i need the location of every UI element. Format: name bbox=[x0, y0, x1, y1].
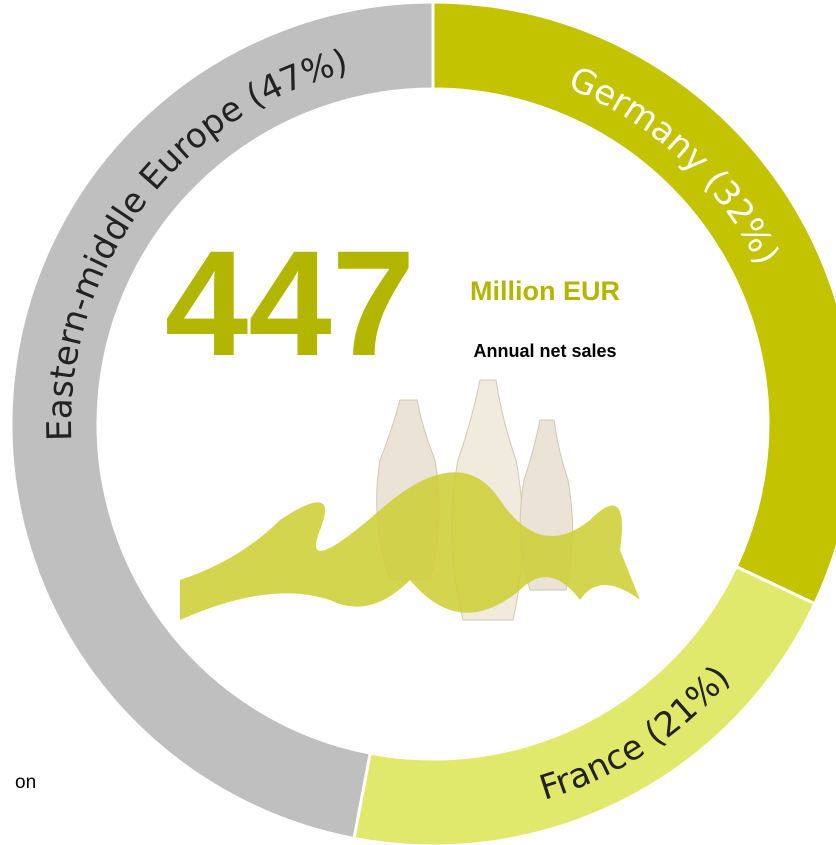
center-caption: Annual net sales bbox=[473, 341, 616, 361]
donut-segment bbox=[352, 564, 817, 845]
donut-segment bbox=[9, 0, 435, 841]
donut-segment bbox=[431, 0, 836, 606]
center-unit: Million EUR bbox=[470, 276, 620, 306]
bottles-illustration bbox=[180, 379, 640, 621]
footnote: on bbox=[15, 772, 36, 793]
center-value: 447 bbox=[165, 219, 415, 387]
donut bbox=[9, 0, 836, 845]
